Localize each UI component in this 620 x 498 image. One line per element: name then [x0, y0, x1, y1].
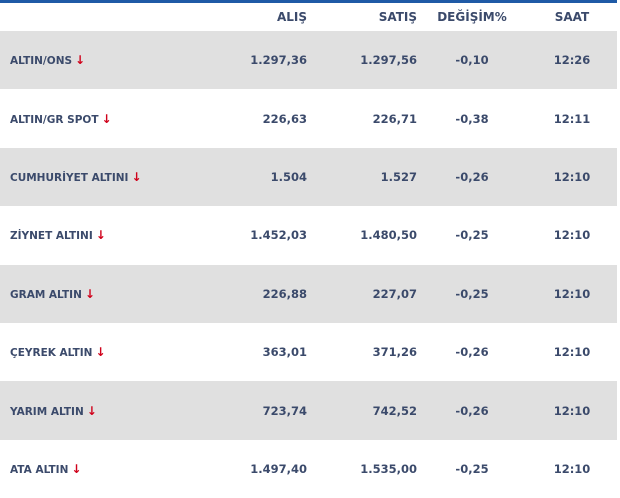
row-change: -0,26	[455, 345, 489, 360]
header-buy: ALIŞ	[276, 10, 307, 24]
table-row[interactable]: ALTIN/ONS ↓ 1.297,36 1.297,56 -0,10 12:26	[0, 31, 617, 90]
row-time: 12:10	[553, 461, 591, 476]
row-change: -0,38	[455, 111, 489, 126]
table-row[interactable]: ZİYNET ALTINI ↓ 1.452,03 1.480,50 -0,25 1…	[0, 206, 617, 264]
row-name[interactable]: GRAM ALTIN ↓	[0, 264, 199, 323]
row-name-label[interactable]: GRAM ALTIN	[10, 288, 82, 301]
row-name-label[interactable]: ZİYNET ALTINI	[10, 230, 93, 243]
row-time: 12:10	[527, 147, 617, 207]
row-buy: 1.497,40	[250, 461, 307, 476]
table-row[interactable]: CUMHURİYET ALTINI ↓ 1.504 1.527 -0,26 12:…	[0, 147, 617, 207]
table-row[interactable]: YARIM ALTIN ↓ 723,74 742,52 -0,26 12:10	[0, 381, 617, 440]
row-buy: 723,74	[199, 381, 307, 440]
row-buy: 1.504	[199, 147, 307, 207]
row-time: 12:26	[527, 31, 617, 90]
table-row[interactable]: GRAM ALTIN ↓ 226,88 227,07 -0,25 12:10	[0, 264, 617, 323]
row-sell: 371,26	[372, 345, 417, 360]
gold-price-table: ALIŞ SATIŞ DEĞİŞİM% SAAT ALTIN/ONS ↓ 1.29…	[0, 3, 617, 498]
down-arrow-icon: ↓	[84, 286, 95, 301]
row-time: 12:10	[527, 381, 617, 440]
row-buy: 1.297,36	[199, 31, 307, 90]
table-row[interactable]: ATA ALTIN ↓ 1.497,40 1.535,00 -0,25 12:10	[0, 440, 617, 498]
row-sell: 1.297,56	[307, 31, 417, 90]
row-time: 12:10	[553, 345, 591, 360]
header-change: DEĞİŞİM%	[437, 10, 507, 24]
header-sell: SATIŞ	[378, 10, 417, 24]
row-change: -0,25	[455, 461, 489, 476]
row-name-label[interactable]: YARIM ALTIN	[10, 405, 84, 418]
row-name-label[interactable]: CUMHURİYET ALTINI	[10, 171, 129, 184]
row-name[interactable]: ALTIN/ONS ↓	[0, 31, 199, 90]
down-arrow-icon: ↓	[71, 461, 82, 476]
row-buy: 1.452,03	[250, 228, 307, 243]
row-name[interactable]: YARIM ALTIN ↓	[0, 381, 199, 440]
down-arrow-icon: ↓	[101, 111, 112, 126]
down-arrow-icon: ↓	[131, 169, 142, 184]
down-arrow-icon: ↓	[95, 228, 106, 243]
row-name-label[interactable]: ÇEYREK ALTIN	[10, 347, 93, 360]
row-buy: 226,63	[262, 111, 307, 126]
row-change: -0,26	[417, 147, 527, 207]
row-name[interactable]: ATA ALTIN ↓	[0, 440, 199, 498]
row-name[interactable]: ZİYNET ALTINI ↓	[0, 206, 199, 264]
row-sell: 226,71	[372, 111, 417, 126]
row-sell: 1.527	[307, 147, 417, 207]
row-change: -0,10	[417, 31, 527, 90]
row-time: 12:10	[527, 264, 617, 323]
row-name[interactable]: ÇEYREK ALTIN ↓	[0, 323, 199, 381]
row-sell: 1.535,00	[360, 461, 417, 476]
row-buy: 363,01	[262, 345, 307, 360]
row-sell: 742,52	[307, 381, 417, 440]
row-buy: 226,88	[199, 264, 307, 323]
header-time: SAAT	[554, 10, 590, 24]
row-change: -0,25	[417, 264, 527, 323]
table-header: ALIŞ SATIŞ DEĞİŞİM% SAAT	[0, 3, 617, 31]
down-arrow-icon: ↓	[95, 345, 106, 360]
table-row[interactable]: ALTIN/GR SPOT ↓ 226,63 226,71 -0,38 12:11	[0, 89, 617, 147]
row-change: -0,25	[455, 228, 489, 243]
row-time: 12:11	[553, 111, 591, 126]
down-arrow-icon: ↓	[75, 53, 86, 68]
row-name-label[interactable]: ALTIN/ONS	[10, 55, 73, 68]
table-row[interactable]: ÇEYREK ALTIN ↓ 363,01 371,26 -0,26 12:10	[0, 323, 617, 381]
row-time: 12:10	[553, 228, 591, 243]
row-change: -0,26	[417, 381, 527, 440]
row-sell: 1.480,50	[360, 228, 417, 243]
row-name[interactable]: CUMHURİYET ALTINI ↓	[0, 147, 199, 207]
row-sell: 227,07	[307, 264, 417, 323]
header-name	[0, 3, 199, 31]
row-name-label[interactable]: ALTIN/GR SPOT	[10, 113, 99, 126]
down-arrow-icon: ↓	[86, 403, 97, 418]
row-name[interactable]: ALTIN/GR SPOT ↓	[0, 89, 199, 147]
row-name-label[interactable]: ATA ALTIN	[10, 463, 69, 476]
